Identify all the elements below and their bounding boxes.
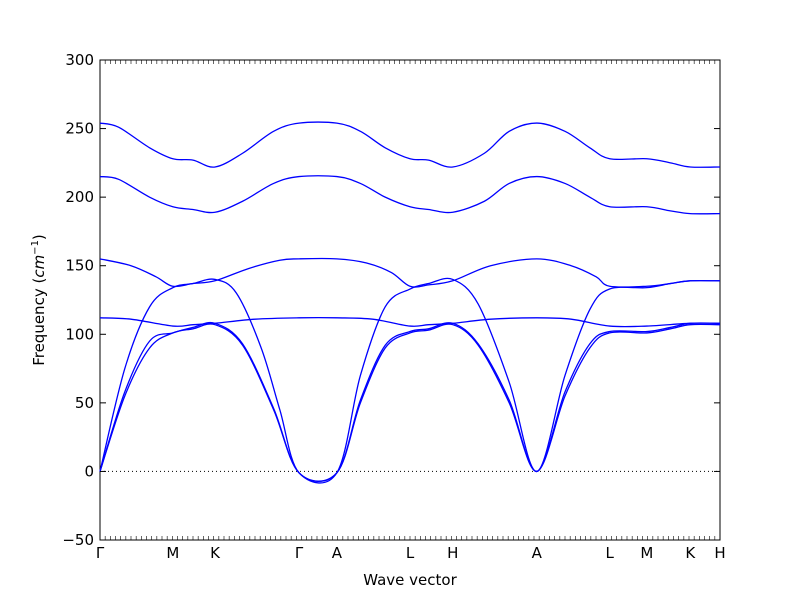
- x-axis-title: Wave vector: [363, 571, 457, 589]
- x-tick-label: Γ: [96, 544, 105, 562]
- series-group: [99, 121, 721, 484]
- x-tick-label: Γ: [295, 544, 304, 562]
- y-axis-ticks: −50 0 50 100 150 200 250 300: [62, 51, 720, 549]
- y-axis-title-close-paren: ): [30, 234, 48, 240]
- y-tick-label: −50: [62, 531, 94, 549]
- y-axis-title-open-paren: (: [30, 278, 48, 284]
- y-axis-title-unit-exp: −1: [30, 240, 41, 255]
- y-axis-title-text: Frequency: [30, 288, 48, 366]
- band-line-2: [99, 321, 721, 483]
- x-tick-label: L: [605, 544, 614, 562]
- y-tick-label: 250: [65, 120, 94, 138]
- y-tick-label: 200: [65, 188, 94, 206]
- band-line-5: [99, 257, 721, 288]
- y-tick-label: 0: [84, 462, 94, 480]
- x-tick-label: K: [210, 544, 221, 562]
- x-tick-label: A: [532, 544, 543, 562]
- band-line-6: [99, 175, 721, 215]
- x-tick-label: K: [685, 544, 696, 562]
- x-tick-label: M: [640, 544, 653, 562]
- y-tick-label: 300: [65, 51, 94, 69]
- x-tick-label: L: [406, 544, 415, 562]
- y-axis-title-unit: cm: [30, 255, 48, 278]
- x-tick-label: A: [332, 544, 343, 562]
- plot-frame: [99, 59, 721, 541]
- y-tick-label: 50: [75, 394, 94, 412]
- x-tick-label: H: [447, 544, 458, 562]
- band-line-4: [99, 317, 721, 328]
- x-tick-label: H: [714, 544, 725, 562]
- band-line-1: [99, 323, 721, 482]
- y-tick-label: 150: [65, 257, 94, 275]
- x-tick-label: M: [166, 544, 179, 562]
- y-tick-label: 100: [65, 325, 94, 343]
- y-axis-title: Frequency (cm−1): [30, 234, 48, 366]
- band-line-7: [99, 121, 721, 168]
